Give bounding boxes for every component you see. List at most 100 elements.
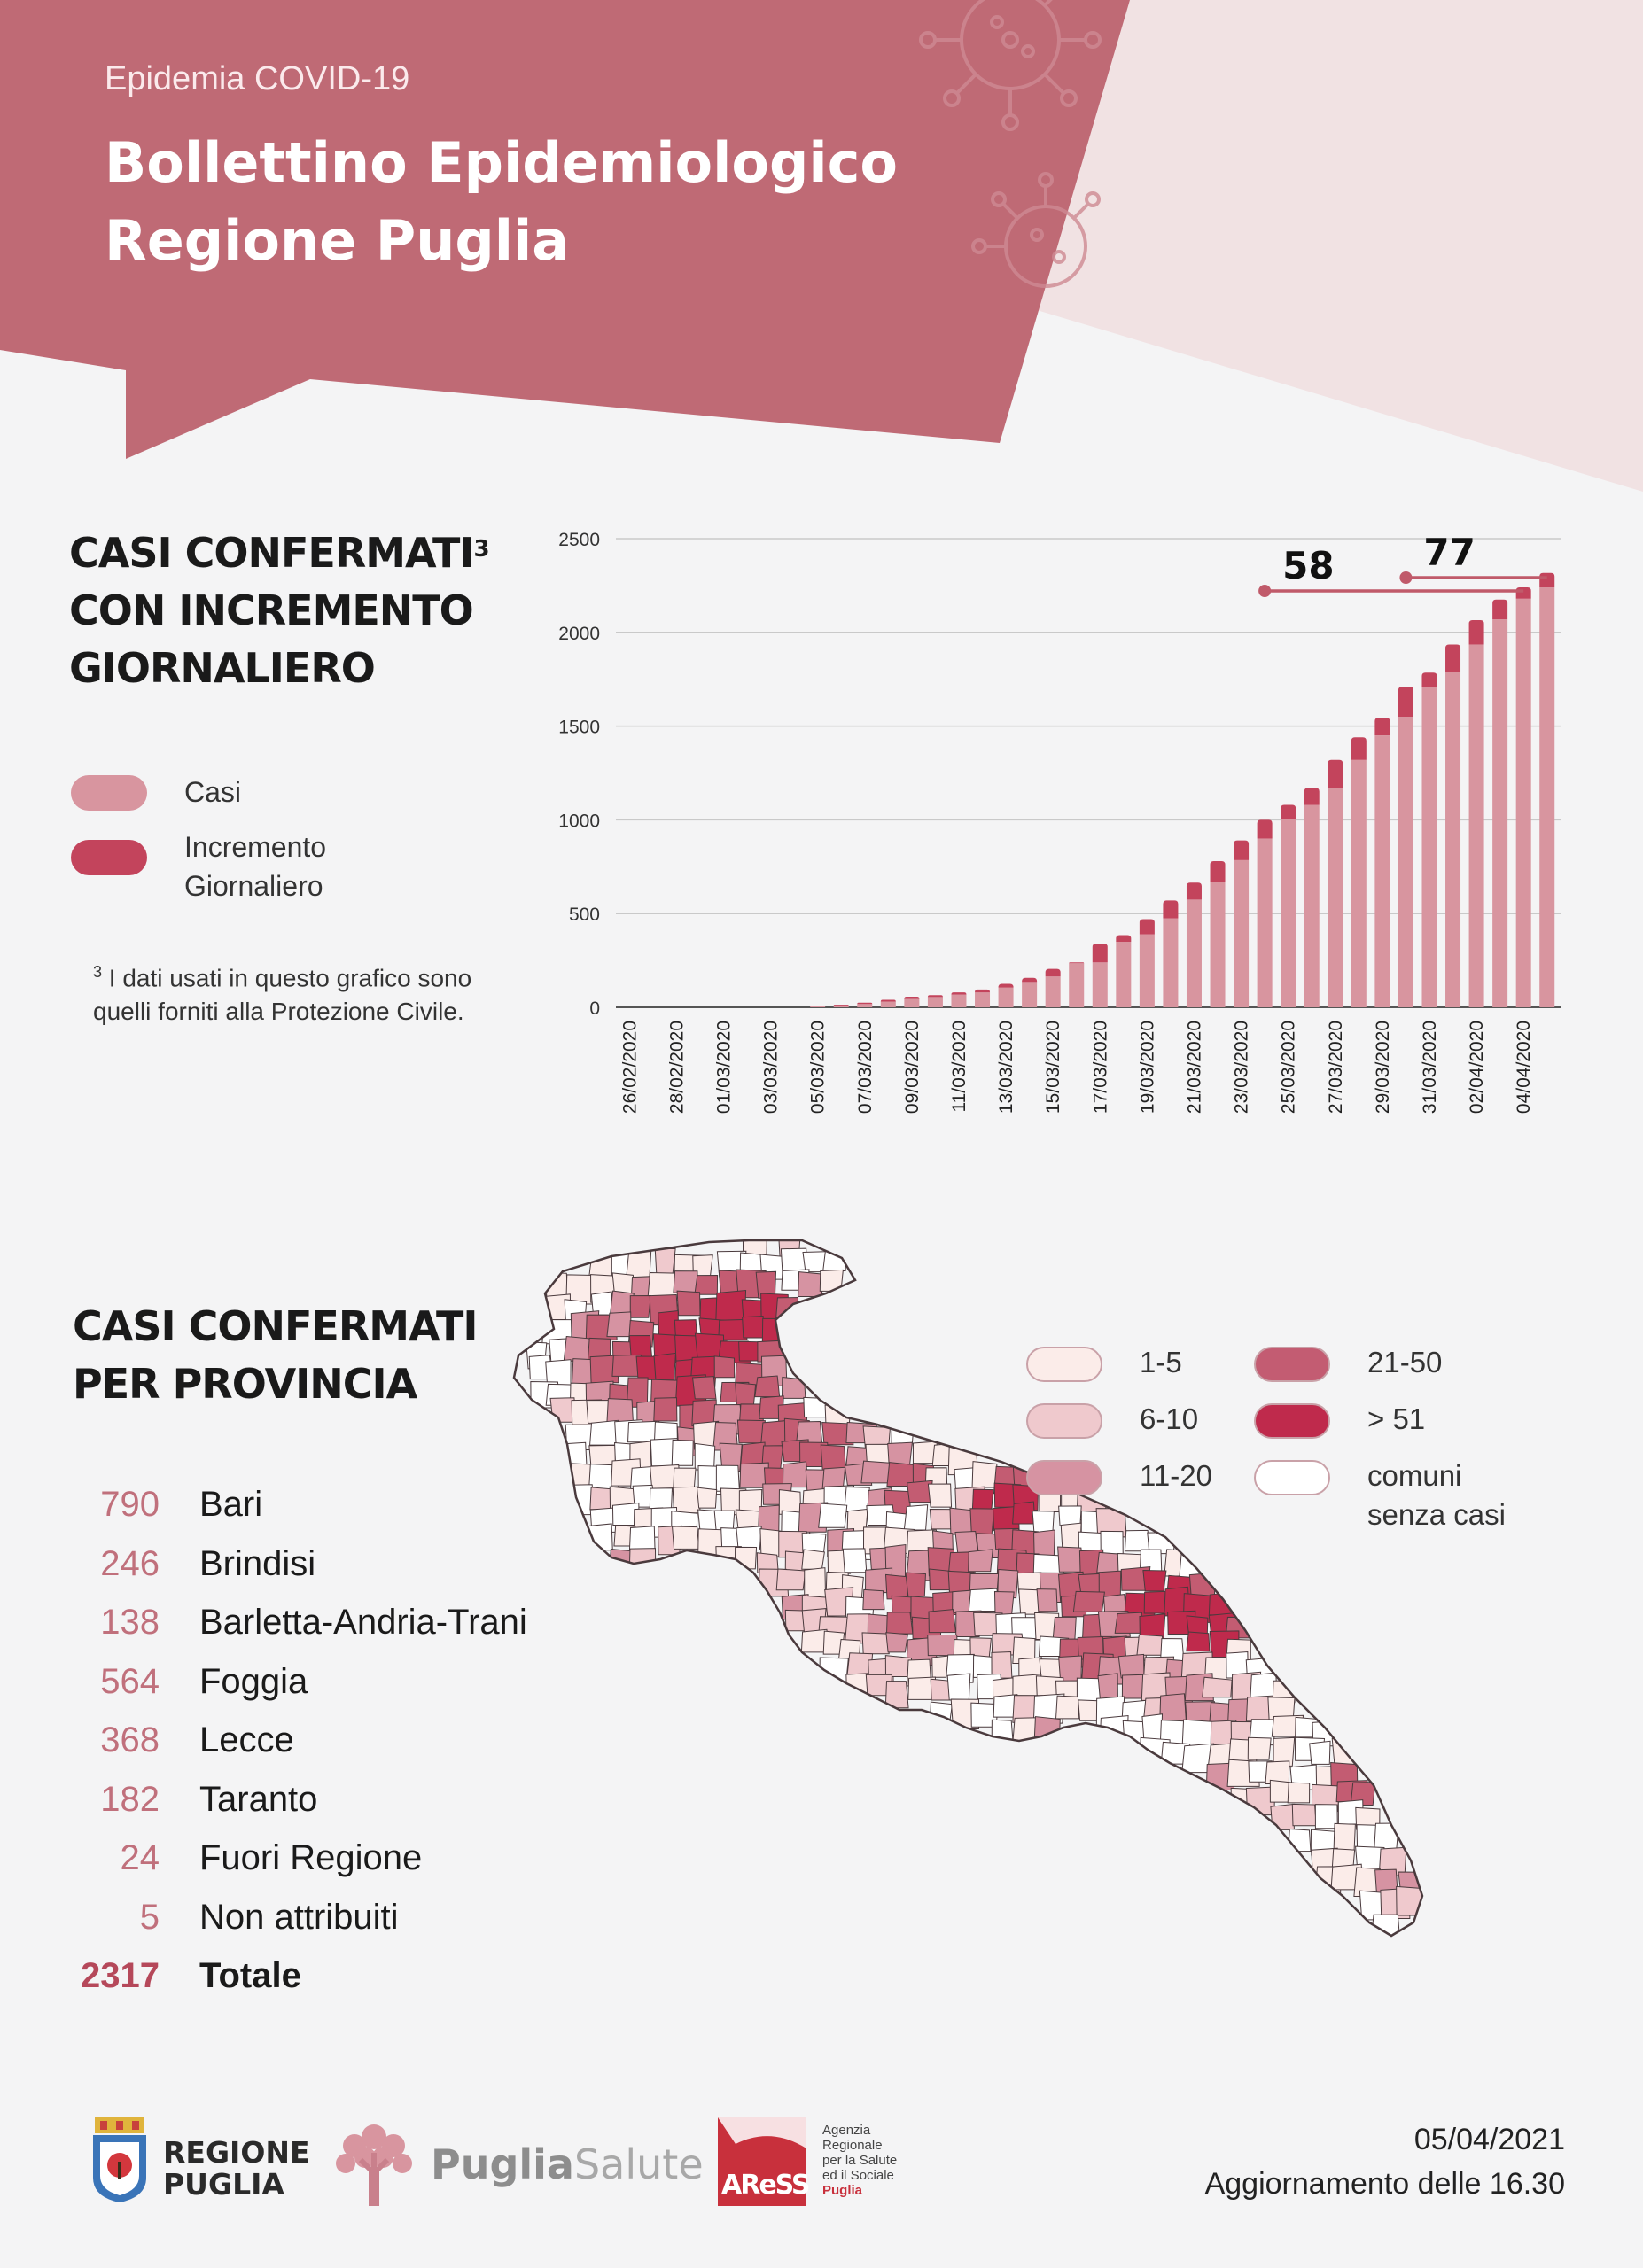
municipality-cell (1287, 1782, 1311, 1804)
municipality-cell (1072, 1590, 1105, 1612)
municipality-cell (905, 1572, 926, 1597)
municipality-cell (740, 1441, 766, 1466)
map-title-line2: PER PROVINCIA (73, 1360, 417, 1408)
chart-title-line3: GIORNALIERO (69, 644, 376, 692)
map-legend-swatch (1026, 1347, 1102, 1382)
legend-incremento-line2: Giornaliero (184, 870, 323, 902)
province-name: Totale (199, 1956, 301, 1995)
bar-incremento-05/04/2020 (1539, 572, 1555, 588)
bar-incremento-27/03/2020 (1328, 759, 1343, 788)
bar-incremento-24/03/2020 (1257, 819, 1273, 839)
bar-casi-25/03/2020 (1281, 819, 1296, 1007)
municipality-cell (927, 1634, 959, 1657)
puglia-salute-word2: Salute (573, 2140, 704, 2188)
chart-title-line1: CASI CONFERMATI (69, 529, 475, 577)
chart-title-sup: 3 (473, 536, 490, 563)
municipality-cell (820, 1444, 847, 1471)
aress-line3: per la Salute (822, 2153, 898, 2168)
municipality-cell (1370, 1914, 1401, 1936)
bar-casi-18/03/2020 (1116, 941, 1132, 1007)
province-value: 368 (100, 1720, 160, 1759)
bar-casi-11/03/2020 (951, 994, 967, 1007)
municipality-cell (563, 1335, 593, 1362)
municipality-cell (653, 1397, 678, 1422)
municipality-cell (1117, 1653, 1145, 1679)
municipality-cell (754, 1375, 781, 1398)
municipality-cell (1270, 1803, 1295, 1830)
x-tick-label: 29/03/2020 (1373, 1021, 1393, 1114)
y-tick-label: 0 (589, 998, 600, 1019)
municipality-cell (885, 1632, 908, 1653)
header-subtitle: Epidemia COVID-19 (105, 60, 410, 97)
municipality-cell (715, 1289, 747, 1323)
municipality-cell (742, 1315, 765, 1339)
bar-incremento-29/03/2020 (1374, 718, 1390, 736)
municipality-cell (861, 1632, 890, 1655)
bar-casi-13/03/2020 (998, 987, 1014, 1007)
bar-casi-05/04/2020 (1539, 587, 1555, 1007)
update-time: Aggiornamento delle 16.30 (1204, 2167, 1565, 2201)
bar-casi-23/03/2020 (1234, 859, 1250, 1007)
y-tick-label: 1500 (558, 718, 600, 738)
municipality-cell (565, 1484, 595, 1516)
legend-casi-swatch (71, 775, 147, 811)
puglia-municipalities-map (512, 1239, 1424, 1938)
bar-casi-22/03/2020 (1210, 882, 1226, 1007)
municipality-cell (842, 1548, 868, 1573)
municipality-cell (844, 1486, 870, 1512)
bar-casi-02/04/2020 (1468, 644, 1484, 1007)
aress-line2: Regionale (822, 2138, 883, 2153)
bar-incremento-12/03/2020 (975, 989, 991, 993)
municipality-cell (993, 1591, 1015, 1616)
municipality-cell (1124, 1529, 1150, 1552)
aress-logo-text: AReSS (721, 2170, 811, 2201)
bar-casi-16/03/2020 (1069, 963, 1085, 1007)
municipality-cell (997, 1568, 1019, 1599)
y-tick-label: 2000 (558, 624, 600, 644)
municipality-cell (781, 1376, 806, 1399)
bar-incremento-25/03/2020 (1281, 804, 1296, 819)
x-tick-label: 11/03/2020 (949, 1021, 969, 1113)
cases-bar-chart: 0 500 1000 1500 2000 2500 26/02/2020 28/02/202… (558, 530, 1561, 1114)
municipality-cell (1396, 1885, 1422, 1916)
x-tick-label: 27/03/2020 (1326, 1021, 1346, 1114)
aress-line5: Puglia (822, 2183, 863, 2198)
municipality-cell (715, 1464, 740, 1492)
municipality-cell (676, 1290, 701, 1317)
map-legend-swatch (1254, 1403, 1330, 1439)
y-tick-label: 500 (569, 905, 600, 925)
x-tick-label: 01/03/2020 (713, 1021, 734, 1114)
municipality-cell (954, 1531, 979, 1554)
bar-incremento-06/03/2020 (833, 1005, 849, 1006)
x-tick-label: 15/03/2020 (1043, 1021, 1063, 1114)
bar-casi-31/03/2020 (1421, 687, 1437, 1007)
municipality-cell (736, 1526, 762, 1550)
bar-incremento-15/03/2020 (1045, 968, 1061, 977)
bar-casi-17/03/2020 (1092, 962, 1108, 1007)
regione-logo-line2: PUGLIA (163, 2167, 284, 2202)
annotation-label: 77 (1423, 531, 1475, 574)
municipality-cell (1247, 1736, 1272, 1760)
province-name: Brindisi (199, 1543, 316, 1583)
map-section-title: CASI CONFERMATI PER PROVINCIA (73, 1298, 479, 1413)
puglia-salute-word1: Puglia (431, 2140, 574, 2188)
municipality-cell (1114, 1612, 1142, 1634)
bar-casi-08/03/2020 (880, 1001, 896, 1007)
municipality-cell (718, 1318, 748, 1340)
bar-incremento-28/03/2020 (1351, 737, 1367, 760)
chart-title-line2: CON INCREMENTO (69, 586, 474, 634)
bar-incremento-18/03/2020 (1116, 935, 1132, 942)
x-tick-label: 25/03/2020 (1279, 1021, 1299, 1114)
municipality-cell (653, 1352, 677, 1381)
legend-incremento-swatch (71, 840, 147, 875)
bar-casi-19/03/2020 (1139, 934, 1155, 1007)
municipality-cell (775, 1568, 806, 1591)
map-legend-swatch (1026, 1403, 1102, 1439)
footnote-sup: 3 (93, 963, 103, 981)
municipality-cell (694, 1275, 719, 1295)
bar-casi-30/03/2020 (1398, 717, 1413, 1007)
bar-casi-21/03/2020 (1186, 899, 1202, 1007)
bar-casi-29/03/2020 (1374, 735, 1390, 1007)
x-tick-label: 03/03/2020 (761, 1021, 782, 1114)
bar-incremento-21/03/2020 (1186, 882, 1202, 900)
